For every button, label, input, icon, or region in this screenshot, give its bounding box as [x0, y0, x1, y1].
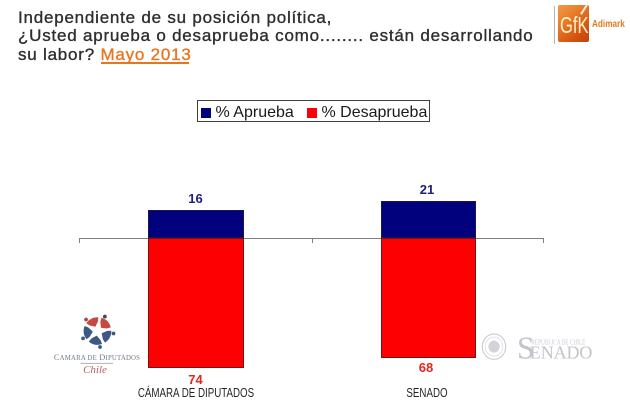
svg-text:Chile: Chile	[83, 364, 107, 376]
svg-text:REPUBLICA DE CHILE: REPUBLICA DE CHILE	[531, 338, 585, 346]
svg-text:ENADO: ENADO	[530, 343, 593, 363]
svg-text:S: S	[517, 331, 535, 364]
svg-text:CAMARA DE DIPUTADOS: CAMARA DE DIPUTADOS	[54, 353, 140, 362]
